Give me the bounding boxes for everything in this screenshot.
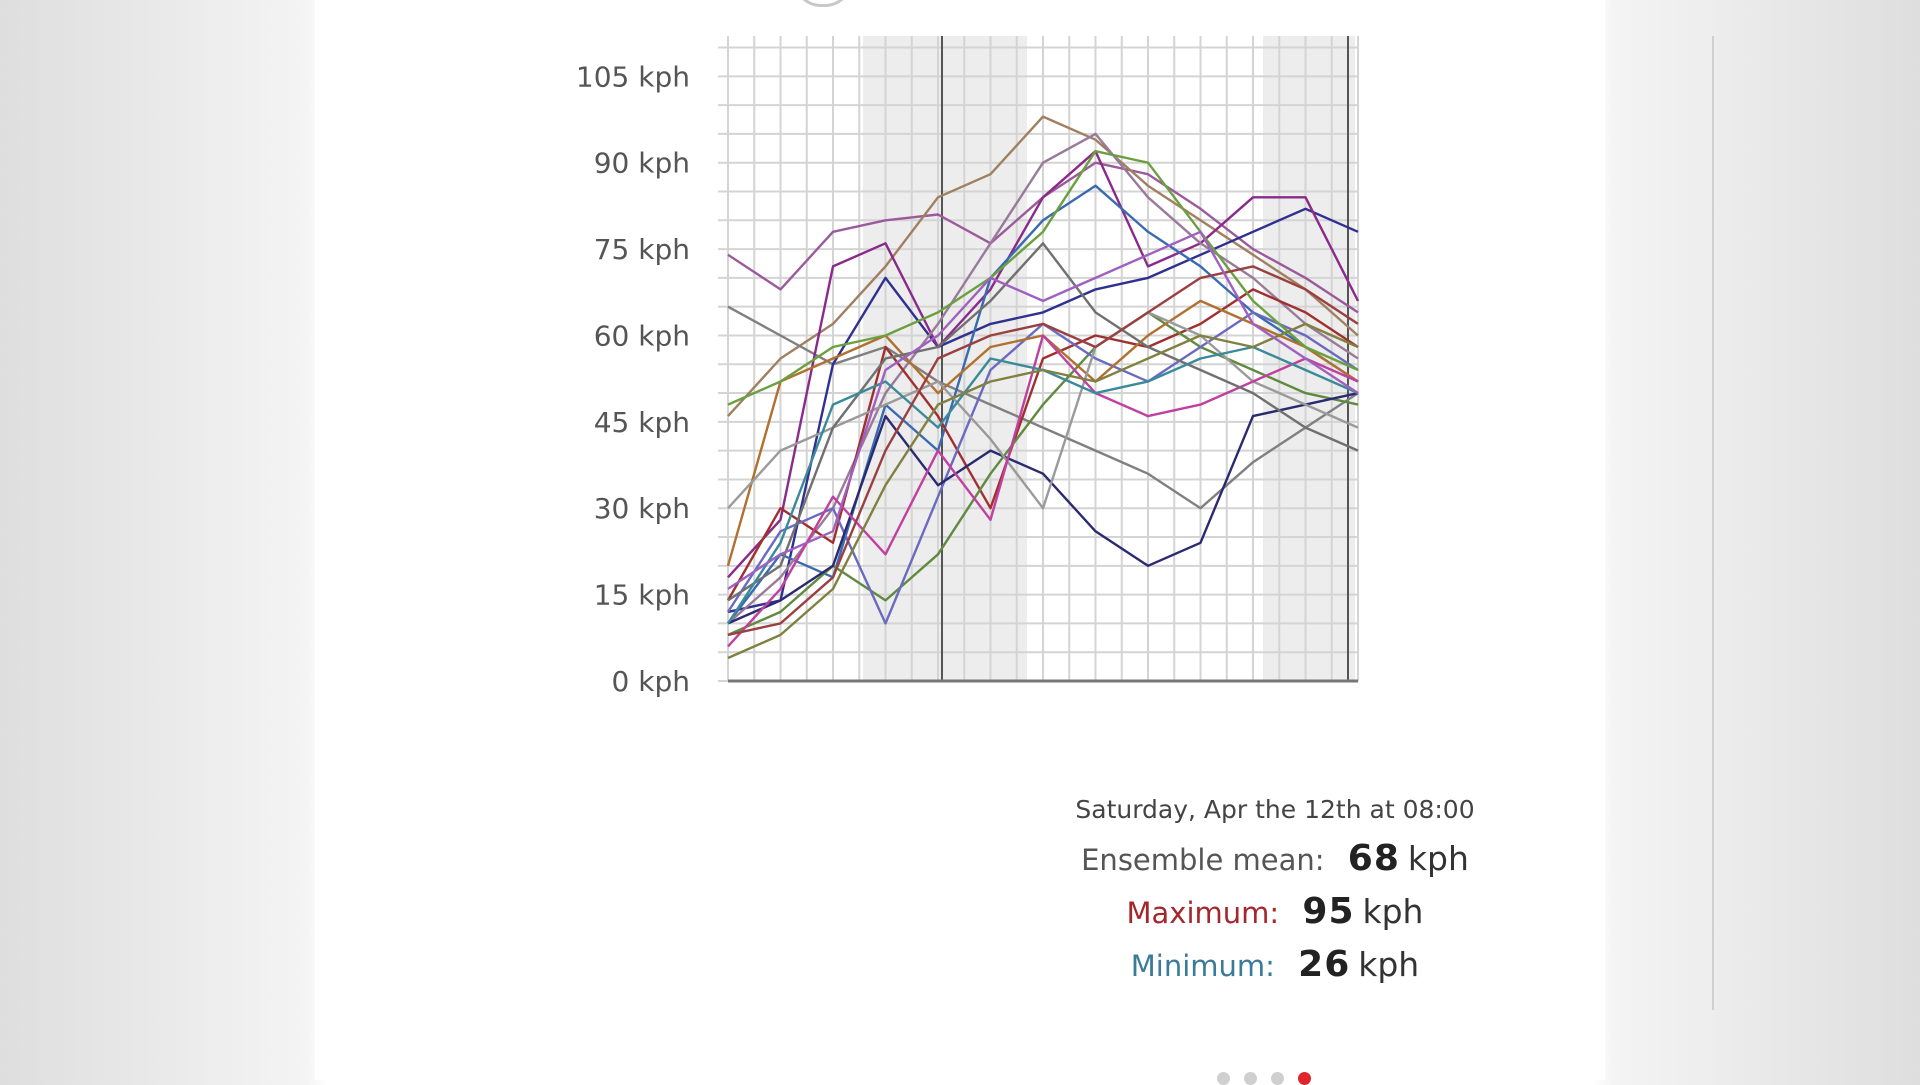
readout-mean-row: Ensemble mean: 68 kph [925, 838, 1625, 879]
readout-max-row: Maximum: 95 kph [925, 891, 1625, 932]
series-line-member-19 [727, 322, 1359, 660]
series-line-member-04 [727, 207, 1359, 614]
series-line-member-12 [727, 391, 1359, 625]
chart-readout: Saturday, Apr the 12th at 08:00 Ensemble… [925, 795, 1625, 997]
series-line-member-20 [727, 230, 1359, 590]
time-cursor-line[interactable] [1712, 36, 1714, 1010]
pager-dot[interactable] [1244, 1072, 1257, 1085]
y-tick-label: 45 kph [594, 406, 690, 439]
mean-unit: kph [1407, 839, 1469, 878]
max-value: 95 [1302, 891, 1355, 932]
y-tick-label: 90 kph [594, 147, 690, 180]
pager-dot[interactable] [1271, 1072, 1284, 1085]
min-unit: kph [1358, 945, 1420, 984]
series-line-member-02 [727, 115, 1359, 417]
wind-ensemble-chart[interactable]: 0 kph 15 kph 30 kph 45 kph 60 kph 75 kph 90 kp… [315, 0, 1605, 1080]
pager-dot[interactable] [1217, 1072, 1230, 1085]
series-line-member-14 [727, 149, 1359, 406]
pager-dot[interactable] [1298, 1072, 1311, 1085]
min-value: 26 [1298, 944, 1351, 985]
series-line-member-05 [727, 149, 1360, 579]
readout-date: Saturday, Apr the 12th at 08:00 [1075, 795, 1475, 824]
y-tick-label: 105 kph [576, 60, 690, 93]
series-line-member-18 [727, 265, 1359, 637]
mean-label: Ensemble mean: [1081, 843, 1325, 877]
chart-card: 0 kph 15 kph 30 kph 45 kph 60 kph 75 kph 90 kp… [315, 0, 1714, 1085]
y-tick-label: 75 kph [594, 233, 690, 266]
mean-value: 68 [1347, 838, 1400, 879]
series-line-member-15 [727, 334, 1359, 648]
series-line-member-16 [727, 242, 1359, 602]
y-tick-label: 30 kph [594, 492, 690, 525]
series-line-member-08 [726, 288, 1359, 601]
y-tick-label: 0 kph [612, 665, 690, 698]
y-tick-label: 60 kph [594, 319, 690, 352]
min-label: Minimum: [1130, 949, 1275, 983]
readout-min-row: Minimum: 26 kph [925, 944, 1625, 985]
max-unit: kph [1362, 892, 1424, 931]
y-tick-label: 15 kph [594, 579, 690, 612]
max-label: Maximum: [1126, 896, 1280, 930]
